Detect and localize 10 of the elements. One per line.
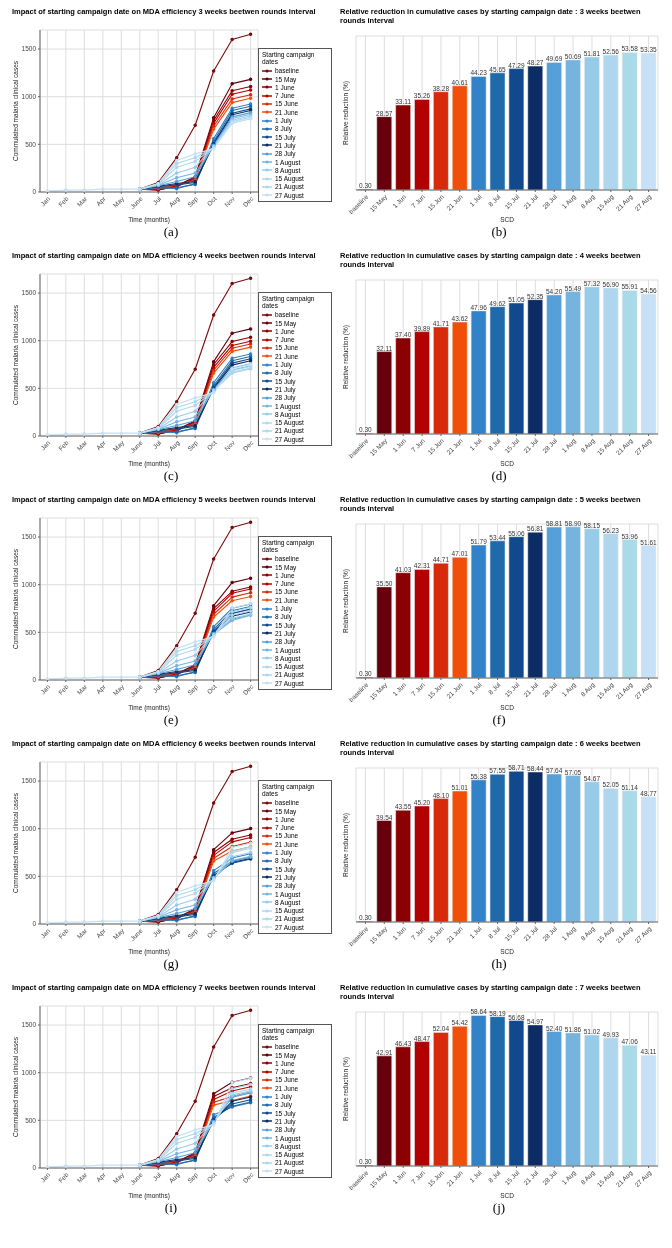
- text: (g): [163, 956, 179, 971]
- text: (e): [163, 712, 179, 727]
- text: (a): [163, 224, 179, 239]
- text: (d): [491, 468, 507, 483]
- text: (h): [491, 956, 507, 971]
- text: (i): [164, 1200, 178, 1215]
- text: (f): [492, 712, 506, 727]
- text: (b): [491, 224, 507, 239]
- text: (c): [163, 468, 179, 483]
- text: (j): [492, 1200, 506, 1215]
